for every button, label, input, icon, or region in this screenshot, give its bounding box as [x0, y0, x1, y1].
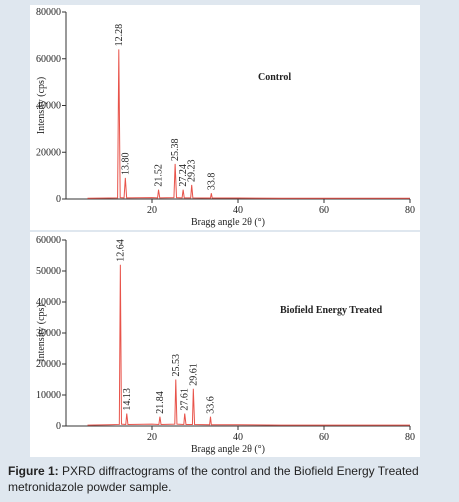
- peak-label: 14.13: [122, 388, 133, 411]
- caption: Figure 1: PXRD diffractograms of the con…: [8, 463, 453, 495]
- annotation: Biofield Energy Treated: [280, 305, 383, 316]
- x-axis-label: Bragg angle 2θ (°): [191, 217, 265, 228]
- y-tick-label: 0: [56, 194, 61, 205]
- peak-label: 29.23: [187, 159, 198, 182]
- y-tick-label: 0: [56, 421, 61, 432]
- peak-label: 12.64: [115, 239, 126, 262]
- y-tick-label: 50000: [36, 266, 61, 277]
- x-tick-label: 20: [147, 432, 157, 443]
- x-tick-label: 20: [147, 205, 157, 216]
- y-axis-label: Intensity (cps): [36, 77, 47, 135]
- peak-label: 27.24: [178, 164, 189, 187]
- x-axis-label: Bragg angle 2θ (°): [191, 444, 265, 455]
- x-tick-label: 40: [233, 205, 243, 216]
- x-tick-label: 40: [233, 432, 243, 443]
- peak-label: 33.8: [206, 173, 217, 191]
- caption-label: Figure 1:: [8, 464, 59, 478]
- peak-label: 33.6: [205, 396, 216, 414]
- peak-label: 25.53: [171, 354, 182, 377]
- peak-label: 27.61: [180, 388, 191, 411]
- x-tick-label: 60: [319, 205, 329, 216]
- y-tick-label: 60000: [36, 54, 61, 65]
- y-tick-label: 80000: [36, 7, 61, 18]
- y-tick-label: 30000: [36, 328, 61, 339]
- x-tick-label: 60: [319, 432, 329, 443]
- diffractogram: [87, 264, 410, 426]
- y-tick-label: 20000: [36, 147, 61, 158]
- y-axis-label: Intensity (cps): [36, 304, 47, 362]
- y-tick-label: 40000: [36, 101, 61, 112]
- caption-text: PXRD diffractograms of the control and t…: [8, 464, 419, 494]
- x-tick-label: 80: [405, 205, 415, 216]
- x-tick-label: 80: [405, 432, 415, 443]
- y-tick-label: 10000: [36, 390, 61, 401]
- peak-label: 21.84: [155, 391, 166, 414]
- peak-label: 29.61: [188, 363, 199, 386]
- peak-label: 25.38: [170, 138, 181, 161]
- y-tick-label: 20000: [36, 359, 61, 370]
- peak-label: 13.80: [120, 152, 131, 175]
- panel: [30, 5, 420, 230]
- y-tick-label: 60000: [36, 235, 61, 246]
- diffractogram: [87, 49, 410, 199]
- panel: [30, 232, 420, 457]
- peak-label: 21.52: [154, 164, 165, 187]
- peak-label: 12.28: [114, 24, 125, 47]
- y-tick-label: 40000: [36, 297, 61, 308]
- figure: 0 20000 40000 60000 80000 20 40 60 80 12.28 13.80 2…: [30, 5, 420, 457]
- annotation: Control: [258, 72, 291, 83]
